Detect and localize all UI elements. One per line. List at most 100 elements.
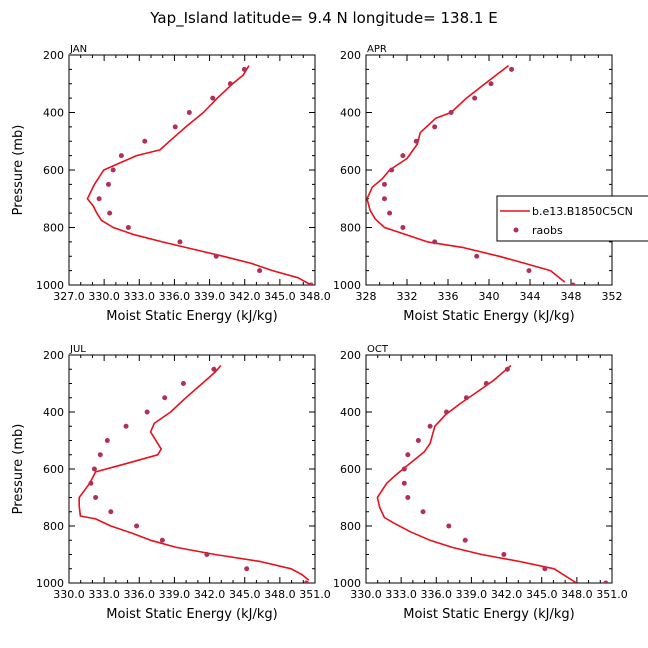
x-tick-label: 336.0 [421, 588, 453, 601]
x-tick-label: 336.0 [159, 290, 191, 303]
raobs-point [257, 268, 263, 274]
x-tick-label: 345.0 [264, 290, 296, 303]
x-tick-label: 342.0 [491, 588, 523, 601]
raobs-point [118, 153, 124, 159]
x-tick-label: 339.0 [456, 588, 488, 601]
x-tick-label: 332 [397, 290, 418, 303]
panel-label: APR [367, 44, 387, 55]
raobs-point [432, 124, 438, 130]
panel-label: JUL [69, 344, 86, 355]
raobs-point [108, 509, 114, 515]
raobs-point [241, 66, 247, 72]
raobs-point [603, 580, 609, 583]
raobs-point [405, 495, 411, 500]
y-tick-label: 200 [340, 349, 361, 362]
y-tick-label: 400 [43, 406, 64, 419]
raobs-point [472, 95, 478, 101]
y-tick-label: 1000 [36, 279, 64, 292]
raobs-point [400, 225, 406, 230]
x-tick-label: 351.0 [299, 588, 331, 601]
raobs-point [177, 239, 183, 245]
y-tick-label: 600 [43, 164, 64, 177]
raobs-point [401, 466, 407, 472]
legend-obs-swatch [513, 227, 519, 233]
raobs-point [110, 167, 116, 173]
y-tick-label: 800 [43, 520, 64, 533]
x-tick-label: 333.0 [385, 588, 417, 601]
y-tick-label: 1000 [36, 577, 64, 590]
figure-title: Yap_Island latitude= 9.4 N longitude= 13… [149, 9, 497, 28]
x-tick-label: 340 [479, 290, 500, 303]
raobs-point [144, 409, 150, 415]
legend-box [496, 195, 648, 242]
raobs-point [134, 523, 140, 529]
model-series-line [376, 364, 577, 583]
raobs-point [413, 138, 419, 144]
plot-frame [365, 54, 613, 286]
raobs-point [210, 95, 216, 101]
legend-model-label: b.e13.B1850C5CN [532, 205, 633, 218]
raobs-point [211, 366, 217, 372]
raobs-point [97, 452, 103, 458]
raobs-point [542, 566, 548, 572]
raobs-point [381, 181, 387, 187]
raobs-point [448, 110, 454, 115]
raobs-point [443, 409, 449, 415]
raobs-point [104, 438, 110, 443]
x-tick-label: 348.0 [561, 588, 593, 601]
raobs-point [474, 253, 480, 259]
raobs-point [96, 196, 102, 202]
y-tick-label: 600 [43, 463, 64, 476]
y-axis-label: Pressure (mb) [11, 424, 26, 515]
x-tick-label: 348.0 [299, 290, 331, 303]
legend-obs-label: raobs [532, 224, 563, 237]
x-axis-label: Moist Static Energy (kJ/kg) [403, 607, 574, 622]
x-tick-label: 345.0 [526, 588, 558, 601]
raobs-point [462, 537, 468, 543]
raobs-point [483, 381, 489, 386]
raobs-point [123, 423, 129, 429]
model-series-line [78, 364, 310, 581]
x-tick-label: 352 [602, 290, 623, 303]
y-tick-label: 200 [43, 349, 64, 362]
y-tick-label: 600 [340, 463, 361, 476]
raobs-point [400, 153, 406, 159]
raobs-point [488, 81, 494, 87]
x-axis-label: Moist Static Energy (kJ/kg) [403, 309, 574, 324]
plot-frame [68, 54, 316, 286]
x-tick-label: 342.0 [194, 588, 226, 601]
raobs-point [389, 167, 395, 173]
plot-area [78, 364, 310, 583]
model-series-line [86, 65, 312, 285]
raobs-point [125, 225, 131, 230]
y-axis-label: Pressure (mb) [11, 125, 26, 216]
y-tick-label: 400 [340, 107, 361, 120]
raobs-point [91, 466, 97, 472]
raobs-point [526, 268, 532, 274]
x-tick-label: 333.0 [124, 290, 156, 303]
y-tick-label: 200 [340, 49, 361, 62]
x-tick-label: 328 [356, 290, 377, 303]
x-axis-label: Moist Static Energy (kJ/kg) [106, 607, 277, 622]
y-tick-label: 1000 [333, 577, 361, 590]
raobs-point [420, 509, 426, 515]
panel-label: JAN [69, 44, 87, 55]
y-tick-label: 400 [43, 107, 64, 120]
raobs-point [244, 566, 250, 572]
y-tick-label: 1000 [333, 279, 361, 292]
raobs-point [415, 438, 421, 443]
raobs-point [446, 523, 452, 529]
x-tick-label: 339.0 [159, 588, 191, 601]
plot-area [376, 364, 609, 583]
x-tick-label: 348.0 [264, 588, 296, 601]
y-tick-label: 800 [340, 520, 361, 533]
raobs-point [501, 552, 507, 557]
raobs-point [213, 253, 219, 259]
raobs-point [381, 196, 387, 202]
